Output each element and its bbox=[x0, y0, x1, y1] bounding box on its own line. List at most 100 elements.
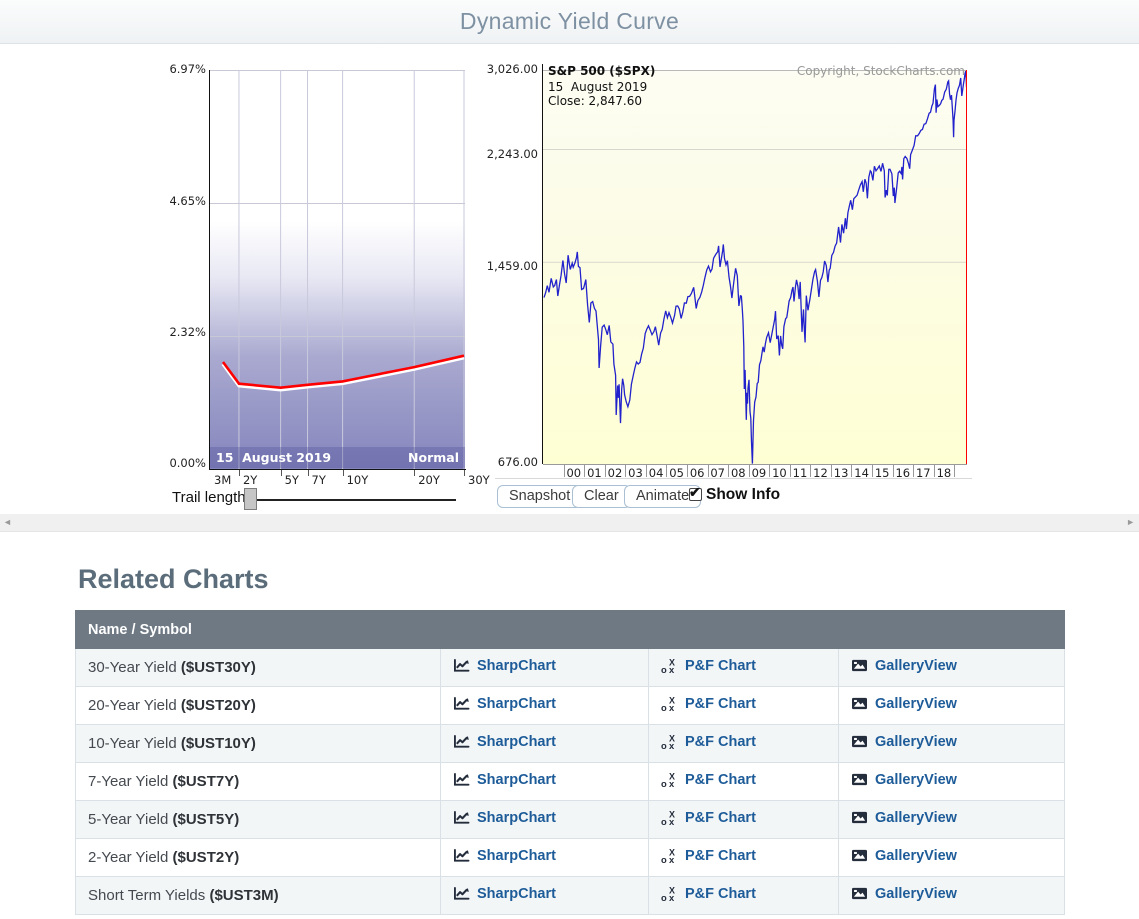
yield-x-tick-label: 5Y bbox=[284, 473, 299, 487]
svg-text:x: x bbox=[669, 702, 675, 712]
spx-price-line bbox=[543, 70, 968, 464]
trail-length-slider-track[interactable] bbox=[257, 499, 456, 501]
galleryview-link[interactable]: GalleryView bbox=[851, 848, 957, 864]
show-info-checkbox[interactable]: ✔ bbox=[689, 484, 702, 501]
pf-chart-link[interactable]: X o x P&F Chart bbox=[661, 885, 756, 902]
instrument-name: 20-Year Yield bbox=[88, 697, 177, 714]
spx-year-label: 14 bbox=[854, 466, 869, 480]
instrument-name: Short Term Yields bbox=[88, 887, 206, 904]
yield-x-tick-label: 30Y bbox=[468, 473, 490, 487]
scroll-left-icon[interactable]: ◄ bbox=[3, 517, 12, 527]
point-and-figure-icon: X o x bbox=[661, 886, 675, 902]
spx-plot[interactable] bbox=[543, 70, 968, 465]
yield-curve-plot[interactable]: 15 August 2019 Normal bbox=[210, 70, 465, 469]
yield-x-tick bbox=[280, 470, 282, 476]
image-icon bbox=[852, 888, 867, 900]
pf-chart-link[interactable]: X o x P&F Chart bbox=[661, 771, 756, 788]
table-row: 5-Year Yield ($UST5Y) SharpChart X o x P… bbox=[75, 800, 1066, 839]
svg-text:x: x bbox=[669, 892, 675, 902]
line-chart-icon bbox=[454, 811, 470, 824]
svg-text:x: x bbox=[669, 778, 675, 788]
pf-chart-link[interactable]: X o x P&F Chart bbox=[661, 809, 756, 826]
spx-year-label: 11 bbox=[792, 466, 808, 480]
scroll-right-icon[interactable]: ► bbox=[1126, 517, 1135, 527]
spx-year-tick bbox=[892, 464, 894, 477]
clear-button[interactable]: Clear bbox=[572, 485, 631, 508]
yield-curve-line bbox=[221, 354, 465, 390]
yield-x-tick bbox=[238, 470, 240, 476]
pf-chart-link[interactable]: X o x P&F Chart bbox=[661, 847, 756, 864]
spx-year-label: 01 bbox=[587, 466, 602, 480]
yield-x-tick bbox=[414, 470, 416, 476]
svg-text:x: x bbox=[669, 740, 675, 750]
yield-chart-y-axis-line bbox=[209, 70, 210, 470]
svg-text:x: x bbox=[669, 664, 675, 674]
svg-text:X: X bbox=[669, 810, 675, 820]
yield-date-strip: 15 August 2019 Normal bbox=[210, 447, 465, 468]
image-icon bbox=[852, 698, 867, 710]
trail-length-label: Trail length: bbox=[172, 489, 250, 506]
sharpchart-link[interactable]: SharpChart bbox=[453, 886, 556, 902]
yield-shape-label: Normal bbox=[408, 450, 459, 465]
spx-year-tick bbox=[666, 464, 668, 477]
yield-x-tick-label: 2Y bbox=[242, 473, 258, 487]
pf-chart-link[interactable]: X o x P&F Chart bbox=[661, 733, 756, 750]
galleryview-link[interactable]: GalleryView bbox=[851, 886, 957, 902]
spx-y-tick: 1,459.00 bbox=[486, 259, 538, 273]
snapshot-button[interactable]: Snapshot bbox=[497, 485, 583, 508]
galleryview-link[interactable]: GalleryView bbox=[851, 734, 957, 750]
column-header-links bbox=[439, 610, 1066, 649]
svg-text:x: x bbox=[669, 816, 675, 826]
horizontal-scrollbar[interactable]: ◄ ► bbox=[0, 514, 1139, 532]
sharpchart-link[interactable]: SharpChart bbox=[453, 734, 556, 750]
spx-year-tick bbox=[584, 464, 586, 477]
spx-info-date: 15 August 2019 bbox=[548, 80, 648, 94]
sharpchart-link[interactable]: SharpChart bbox=[453, 848, 556, 864]
yield-y-tick: 0.00% bbox=[169, 456, 206, 470]
galleryview-link[interactable]: GalleryView bbox=[851, 696, 957, 712]
sharpchart-link[interactable]: SharpChart bbox=[453, 810, 556, 826]
spx-year-label: 00 bbox=[566, 466, 582, 480]
sharpchart-link[interactable]: SharpChart bbox=[453, 658, 556, 674]
spx-year-label: 08 bbox=[730, 466, 746, 480]
spx-y-tick: 2,243.00 bbox=[486, 147, 538, 161]
svg-text:X: X bbox=[669, 658, 675, 668]
spx-year-tick bbox=[563, 464, 565, 477]
table-row: 10-Year Yield ($UST10Y) SharpChart X o x… bbox=[75, 724, 1066, 763]
spx-year-tick bbox=[686, 464, 688, 477]
instrument-name: 7-Year Yield bbox=[88, 773, 169, 790]
sharpchart-link[interactable]: SharpChart bbox=[453, 772, 556, 788]
svg-text:X: X bbox=[669, 886, 675, 896]
point-and-figure-icon: X o x bbox=[661, 810, 675, 826]
spx-year-tick bbox=[810, 464, 812, 477]
line-chart-icon bbox=[454, 735, 470, 748]
spx-year-label: 04 bbox=[648, 466, 664, 480]
pf-chart-link[interactable]: X o x P&F Chart bbox=[661, 695, 756, 712]
spx-y-tick: 3,026.00 bbox=[486, 62, 538, 76]
spx-year-tick bbox=[913, 464, 914, 477]
spx-year-label: 09 bbox=[751, 466, 767, 480]
image-icon bbox=[852, 812, 867, 824]
image-icon bbox=[852, 736, 867, 748]
svg-text:x: x bbox=[669, 854, 675, 864]
spx-title: S&P 500 ($SPX) bbox=[548, 64, 656, 78]
yield-y-tick: 6.97% bbox=[169, 62, 206, 76]
table-row: 30-Year Yield ($UST30Y) SharpChart X o x… bbox=[75, 648, 1066, 687]
animate-button[interactable]: Animate bbox=[624, 485, 702, 508]
galleryview-link[interactable]: GalleryView bbox=[851, 772, 957, 788]
spx-year-label: 17 bbox=[915, 466, 931, 480]
spx-year-tick bbox=[625, 464, 627, 477]
galleryview-link[interactable]: GalleryView bbox=[851, 810, 957, 826]
point-and-figure-icon: X o x bbox=[661, 772, 675, 788]
point-and-figure-icon: X o x bbox=[661, 848, 675, 864]
svg-text:o: o bbox=[661, 778, 667, 788]
trail-length-slider-thumb[interactable] bbox=[244, 488, 257, 510]
sharpchart-link[interactable]: SharpChart bbox=[453, 696, 556, 712]
svg-text:o: o bbox=[661, 702, 667, 712]
instrument-name: 30-Year Yield bbox=[88, 659, 177, 676]
pf-chart-link[interactable]: X o x P&F Chart bbox=[661, 657, 756, 674]
spx-info-close: Close: 2,847.60 bbox=[548, 94, 642, 108]
galleryview-link[interactable]: GalleryView bbox=[851, 658, 957, 674]
svg-text:o: o bbox=[661, 664, 667, 674]
yield-x-tick bbox=[464, 470, 465, 476]
